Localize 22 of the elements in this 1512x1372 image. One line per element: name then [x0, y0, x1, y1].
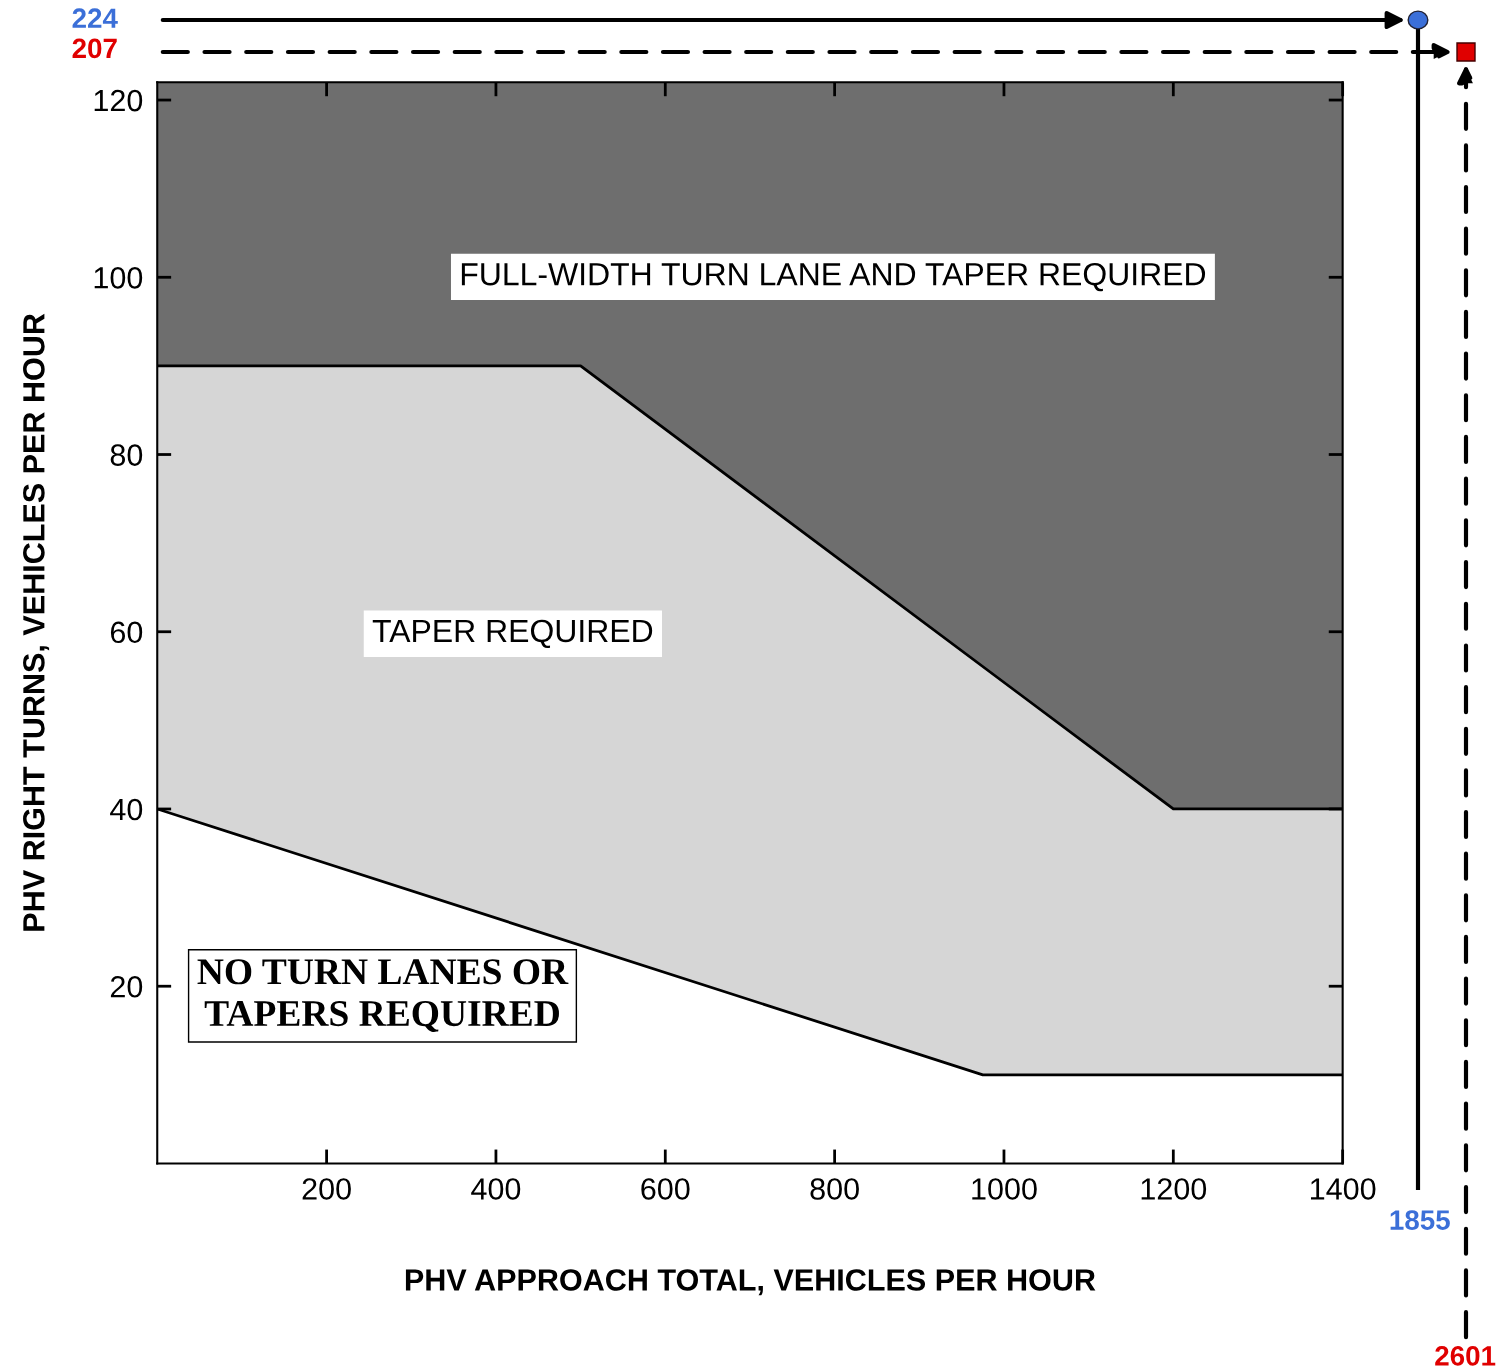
text: 207 [72, 38, 117, 59]
y-tick-label: 60 [110, 621, 143, 644]
x-tick-label: 200 [302, 1178, 351, 1200]
text: 2601 [1435, 1346, 1496, 1366]
y-axis-title: PHV RIGHT TURNS, VEHICLES PER HOUR [23, 313, 50, 931]
x-tick-label: 800 [810, 1178, 859, 1200]
y-tick-label: 40 [110, 798, 143, 821]
x-tick-label: 1000 [972, 1178, 1037, 1200]
x-axis-title: PHV APPROACH TOTAL, VEHICLES PER HOUR [405, 1269, 1096, 1296]
x-tick-label: 1200 [1141, 1178, 1207, 1200]
y-tick-label: 80 [110, 444, 143, 466]
y-tick-label: 120 [94, 89, 143, 112]
annotation: TAPER REQUIRED [372, 619, 653, 648]
annotation: NO TURN LANES OR TAPERS REQUIRED [197, 959, 569, 1032]
text: 224 [72, 8, 118, 28]
x-tick-label: 400 [471, 1178, 521, 1200]
annotation: FULL-WIDTH TURN LANE AND TAPER REQUIRED [461, 262, 1206, 292]
x-tick-label: 1400 [1311, 1178, 1376, 1200]
x-tick-label: 600 [641, 1178, 690, 1200]
y-tick-label: 20 [110, 975, 143, 998]
y-tick-label: 100 [94, 267, 143, 289]
text: 1855 [1390, 1210, 1450, 1230]
